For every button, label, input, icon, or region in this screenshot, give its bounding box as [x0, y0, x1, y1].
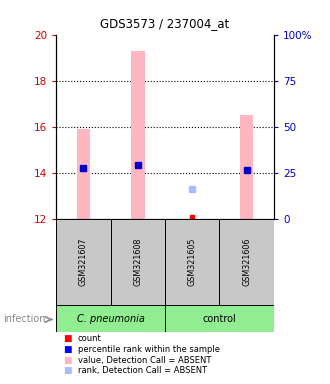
Text: ■: ■ — [63, 356, 71, 365]
Text: GSM321607: GSM321607 — [79, 238, 88, 286]
Bar — [131, 51, 145, 219]
Bar — [56, 305, 165, 332]
Text: ■: ■ — [63, 334, 71, 343]
Bar — [165, 219, 219, 305]
Text: C. pneumonia: C. pneumonia — [77, 314, 145, 324]
Text: infection: infection — [3, 314, 46, 324]
Text: control: control — [203, 314, 236, 324]
Text: value, Detection Call = ABSENT: value, Detection Call = ABSENT — [78, 356, 211, 365]
Text: rank, Detection Call = ABSENT: rank, Detection Call = ABSENT — [78, 366, 207, 376]
Text: percentile rank within the sample: percentile rank within the sample — [78, 345, 219, 354]
Text: GSM321605: GSM321605 — [188, 238, 197, 286]
Bar — [56, 219, 111, 305]
Text: ■: ■ — [63, 345, 71, 354]
Bar — [240, 115, 253, 219]
Text: GDS3573 / 237004_at: GDS3573 / 237004_at — [100, 17, 230, 30]
Bar — [111, 219, 165, 305]
Text: ■: ■ — [63, 366, 71, 376]
Text: GSM321606: GSM321606 — [242, 238, 251, 286]
Text: GSM321608: GSM321608 — [133, 238, 142, 286]
Bar — [77, 129, 90, 219]
Bar — [219, 219, 274, 305]
Bar — [165, 305, 274, 332]
Text: count: count — [78, 334, 101, 343]
